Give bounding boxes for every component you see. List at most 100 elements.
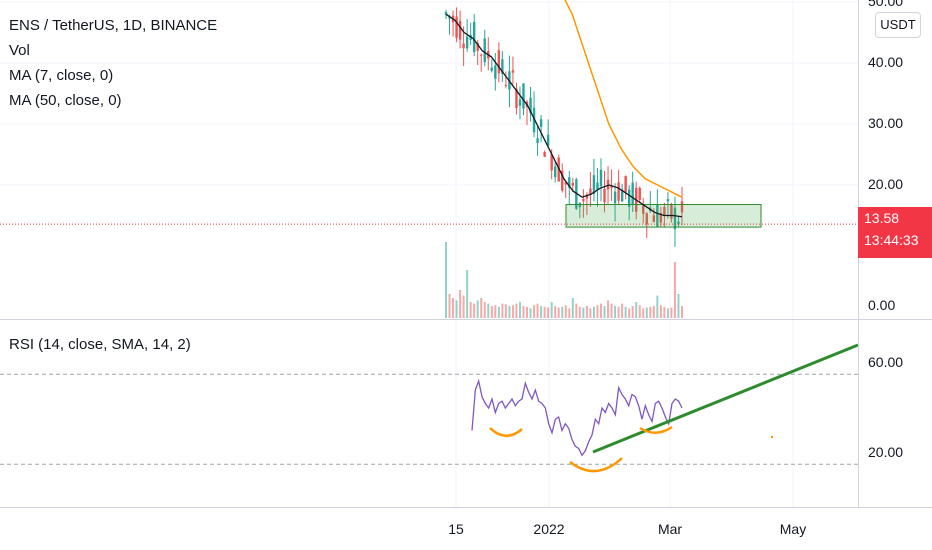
candle-body — [448, 16, 451, 19]
candle-body — [472, 22, 476, 52]
volume-bar — [599, 303, 602, 318]
volume-bar — [543, 306, 546, 318]
candle-body — [529, 97, 532, 114]
candle-body — [543, 151, 546, 157]
candle-body — [539, 119, 543, 127]
price-tick-label: 20.00 — [868, 176, 904, 192]
candle-body — [465, 36, 469, 49]
volume-bar — [614, 306, 617, 318]
volume-bar — [663, 306, 666, 318]
ma50-legend[interactable]: MA (50, close, 0) — [9, 92, 122, 109]
volume-bar — [585, 306, 588, 318]
ma7-legend[interactable]: MA (7, close, 0) — [9, 67, 114, 84]
candle-body — [663, 206, 666, 216]
time-tick-label: 2022 — [533, 521, 565, 537]
volume-bar — [677, 294, 680, 318]
volume-bar — [610, 303, 613, 318]
volume-bar — [497, 306, 500, 318]
volume-bar — [445, 242, 447, 318]
candle-body — [571, 182, 575, 186]
rsi-tick-label: 60.00 — [868, 354, 904, 370]
volume-bar — [529, 308, 532, 318]
candle-body — [603, 188, 606, 203]
time-tick-label: 15 — [448, 521, 464, 537]
volume-bar — [511, 305, 514, 318]
candle-body — [677, 221, 680, 225]
candle-body — [532, 107, 536, 133]
candle-body — [589, 188, 592, 195]
volume-bar — [564, 305, 567, 318]
candle-body — [455, 16, 458, 38]
candle-body — [504, 85, 508, 87]
pane-frame — [0, 0, 932, 508]
candle-body — [483, 38, 486, 63]
volume-bar — [592, 306, 595, 318]
candle-body — [585, 194, 589, 199]
candle-body — [462, 43, 465, 49]
pattern-dot — [770, 435, 774, 439]
candle-body — [476, 42, 479, 51]
candle-body — [656, 204, 659, 227]
volume-bar — [508, 306, 511, 318]
candle-body — [497, 50, 501, 74]
volume-bar — [557, 307, 560, 318]
volume-tick-label: 0.00 — [868, 297, 896, 313]
candle-body — [494, 65, 497, 79]
candle-body — [631, 182, 634, 205]
pattern-left-shoulder-arc — [489, 427, 523, 437]
volume-bar — [459, 290, 462, 318]
candle-body — [624, 176, 627, 193]
last-price-tag: 13.58 13:44:33 — [858, 207, 932, 258]
candle-body — [501, 59, 504, 74]
volume-bar — [455, 300, 458, 318]
user-drawings[interactable] — [489, 343, 859, 473]
volume-bar — [547, 307, 550, 318]
candle-body — [522, 83, 525, 109]
volume-bar — [501, 303, 504, 318]
volume-bar — [582, 307, 585, 318]
rsi-tick-label: 20.00 — [868, 444, 904, 460]
volume-bar — [621, 303, 624, 318]
volume-bar — [550, 302, 553, 318]
volume-bar — [494, 305, 497, 318]
candle-body — [652, 215, 656, 222]
vol-legend[interactable]: Vol — [9, 42, 30, 59]
currency-unit-button[interactable]: USDT — [875, 12, 921, 38]
candle-body — [610, 185, 613, 188]
candle-body — [606, 179, 610, 190]
volume-bar — [649, 306, 652, 318]
candle-body — [490, 67, 493, 71]
candle-body — [673, 207, 677, 230]
volume-bar — [554, 306, 557, 318]
volume-bar — [659, 305, 662, 318]
candle-body — [680, 201, 684, 213]
candle-body — [458, 20, 462, 40]
volume-series — [445, 242, 683, 318]
rsi-legend[interactable]: RSI (14, close, SMA, 14, 2) — [9, 336, 191, 353]
volume-bar — [568, 308, 571, 318]
volume-bar — [483, 302, 486, 318]
candle-body — [511, 70, 515, 73]
candle-body — [553, 166, 557, 178]
volume-bar — [596, 305, 599, 318]
volume-bar — [462, 295, 465, 318]
volume-bar — [666, 308, 669, 318]
volume-bar — [480, 298, 483, 318]
grid — [0, 0, 858, 507]
volume-bar — [518, 302, 521, 318]
last-price-label: 13.58 — [864, 210, 900, 226]
symbol-title[interactable]: ENS / TetherUS, 1D, BINANCE — [9, 17, 218, 34]
time-tick-label: May — [779, 521, 807, 537]
volume-bar — [631, 306, 634, 318]
price-tick-label: 30.00 — [868, 115, 904, 131]
candle-body — [613, 191, 617, 204]
candle-body — [620, 189, 624, 202]
volume-bar — [645, 307, 648, 318]
candle-body — [627, 189, 631, 207]
ma50-line — [564, 0, 683, 198]
volume-bar — [603, 306, 606, 318]
candle-body — [582, 199, 585, 202]
candle-body — [480, 54, 483, 56]
candle-body — [561, 170, 564, 191]
